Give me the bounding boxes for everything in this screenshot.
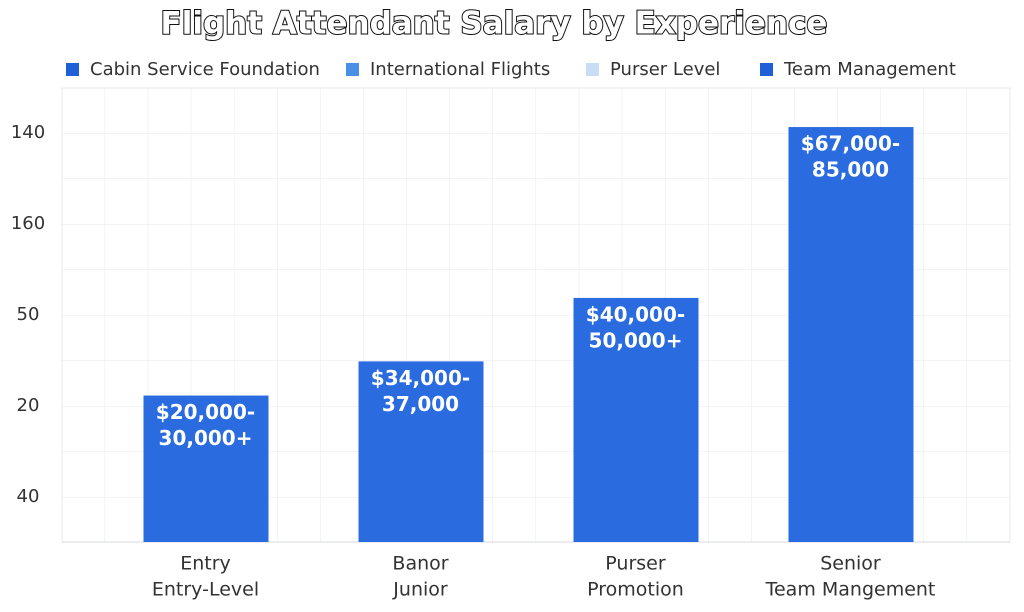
value-label: $40,000- bbox=[586, 302, 685, 326]
x-tick-label: Purser bbox=[605, 553, 666, 575]
legend-label: Purser Level bbox=[610, 59, 720, 80]
value-label: $20,000- bbox=[156, 400, 255, 424]
bar bbox=[573, 297, 699, 542]
y-axis-label: 160 bbox=[11, 213, 45, 234]
x-tick-label: Banor bbox=[392, 553, 448, 575]
x-tick-label: Team Mangement bbox=[765, 579, 936, 601]
legend-label: Team Management bbox=[783, 59, 956, 80]
x-tick-label: Senior bbox=[820, 553, 881, 575]
chart-title: Flight Attendant Salary by Experience bbox=[161, 6, 828, 42]
y-axis-label: 20 bbox=[17, 395, 40, 416]
legend-swatch bbox=[760, 63, 773, 76]
legend-label: International Flights bbox=[370, 59, 550, 80]
x-tick-label: Junior bbox=[392, 579, 448, 601]
y-axis-label: 40 bbox=[17, 486, 40, 507]
value-label: 37,000 bbox=[382, 392, 459, 416]
x-tick-label: Promotion bbox=[587, 579, 684, 601]
legend-swatch bbox=[346, 63, 359, 76]
value-label: $34,000- bbox=[371, 366, 470, 390]
legend-swatch bbox=[586, 63, 599, 76]
y-axis-label: 140 bbox=[11, 122, 45, 143]
bar bbox=[358, 361, 484, 542]
legend-label: Cabin Service Foundation bbox=[90, 59, 320, 80]
x-tick-label: Entry bbox=[180, 553, 231, 575]
bar bbox=[788, 127, 914, 542]
bar bbox=[143, 395, 269, 542]
x-tick-label: Entry-Level bbox=[152, 579, 259, 601]
value-label: 50,000+ bbox=[589, 328, 683, 352]
value-label: 85,000 bbox=[812, 158, 889, 182]
y-axis-label: 50 bbox=[17, 304, 40, 325]
legend-swatch bbox=[66, 63, 79, 76]
value-label: 30,000+ bbox=[159, 426, 253, 450]
value-label: $67,000- bbox=[801, 132, 900, 156]
